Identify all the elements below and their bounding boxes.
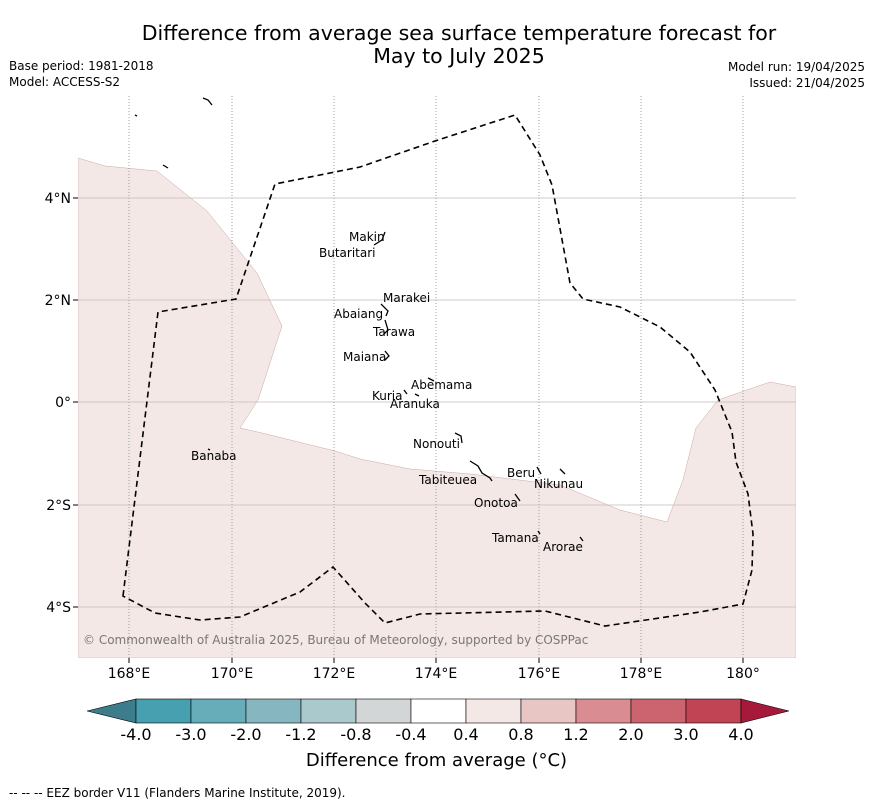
colorbar (86, 698, 790, 724)
eez-legend-note: -- -- -- EEZ border V11 (Flanders Marine… (9, 786, 346, 800)
model-name: Model: ACCESS-S2 (9, 75, 121, 89)
x-tick-176e: 176°E (518, 666, 561, 682)
place-label-tamana: Tamana (491, 531, 539, 545)
colorbar-segment (465, 698, 522, 724)
colorbar-tick-labels: -4.0 -3.0 -2.0 -1.2 -0.8 -0.4 0.4 0.8 1.2 2.0 3.0 4… (120, 725, 753, 744)
model-info: Base period: 1981-2018 Model: ACCESS-S2 (9, 58, 154, 90)
place-label-nikunau: Nikunau (534, 477, 583, 491)
colorbar-tick-label: 2.0 (618, 725, 643, 744)
place-label-abaiang: Abaiang (334, 307, 383, 321)
place-label-kuria: Kuria (372, 389, 403, 403)
chart-title-line-2: May to July 2025 (373, 44, 545, 68)
colorbar-segment (245, 698, 302, 724)
colorbar-tick-label: -3.0 (175, 725, 206, 744)
colorbar-tick-label: -0.8 (340, 725, 371, 744)
colorbar-segment (520, 698, 577, 724)
issued-date: Issued: 21/04/2025 (749, 76, 865, 90)
place-label-beru: Beru (507, 466, 535, 480)
colorbar-tick-label: 3.0 (673, 725, 698, 744)
run-info: Model run: 19/04/2025 Issued: 21/04/2025 (728, 59, 865, 91)
colorbar-tick-label: 0.4 (453, 725, 478, 744)
x-tick-178e: 178°E (620, 666, 663, 682)
colorbar-label: Difference from average (°C) (305, 750, 568, 771)
colorbar-tick-label: -2.0 (230, 725, 261, 744)
model-run-date: Model run: 19/04/2025 (727, 60, 865, 74)
colorbar-segment (410, 698, 467, 724)
place-label-banaba: Banaba (191, 449, 237, 463)
colorbar-segment (685, 698, 742, 724)
colorbar-extend-low (86, 698, 137, 724)
base-period: Base period: 1981-2018 (9, 59, 154, 73)
colorbar-segment (575, 698, 632, 724)
island-outlines (134, 97, 584, 542)
place-label-onotoa: Onotoa (474, 496, 518, 510)
colorbar-segment (135, 698, 192, 724)
x-tick-174e: 174°E (415, 666, 458, 682)
place-label-abemama: Abemama (411, 378, 472, 392)
y-tick-2s: 2°S (46, 498, 71, 514)
place-label-tabiteuea: Tabiteuea (418, 473, 477, 487)
chart-title-line-1: Difference from average sea surface temp… (141, 21, 777, 45)
place-label-arorae: Arorae (543, 540, 583, 554)
colorbar-tick-label: 4.0 (728, 725, 753, 744)
colorbar-segment (190, 698, 247, 724)
y-axis-ticks (73, 197, 78, 608)
colorbar-segment (630, 698, 687, 724)
eez-border (122, 114, 754, 627)
x-axis-ticks (128, 658, 744, 663)
place-label-marakei: Marakei (383, 291, 430, 305)
colorbar-tick-label: 0.8 (508, 725, 533, 744)
x-tick-172e: 172°E (313, 666, 356, 682)
colorbar-tick-label: -4.0 (120, 725, 151, 744)
colorbar-tick-label: -1.2 (285, 725, 316, 744)
colorbar-segment (355, 698, 412, 724)
place-label-tarawa: Tarawa (372, 325, 415, 339)
y-tick-0: 0° (55, 395, 71, 411)
place-label-makin: Makin (349, 230, 385, 244)
place-label-nonouti: Nonouti (413, 437, 460, 451)
colorbar-tick-label: 1.2 (563, 725, 588, 744)
y-tick-2n: 2°N (45, 293, 71, 309)
colorbar-segment (300, 698, 357, 724)
chart-title: Difference from average sea surface temp… (0, 22, 873, 68)
copyright-notice: © Commonwealth of Australia 2025, Bureau… (83, 633, 588, 647)
place-label-butaritari: Butaritari (319, 246, 376, 260)
x-tick-170e: 170°E (211, 666, 254, 682)
x-tick-168e: 168°E (108, 666, 151, 682)
place-label-aranuka: Aranuka (390, 397, 440, 411)
x-tick-180: 180° (726, 666, 760, 682)
place-label-maiana: Maiana (343, 350, 386, 364)
gridlines (78, 96, 796, 658)
y-tick-4n: 4°N (45, 191, 71, 207)
colorbar-tick-label: -0.4 (395, 725, 426, 744)
colorbar-extend-high (740, 698, 790, 724)
y-tick-4s: 4°S (46, 600, 71, 616)
